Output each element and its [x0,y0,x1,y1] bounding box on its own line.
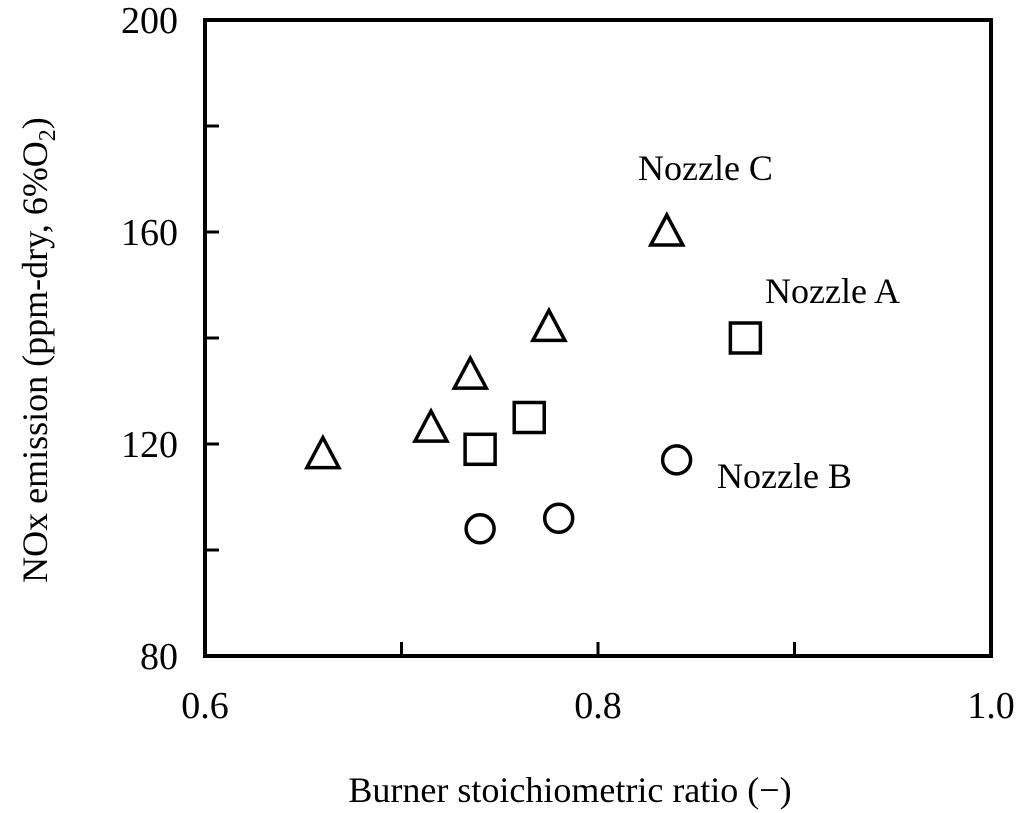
data-markers [303,211,763,545]
triangle-marker [451,354,490,390]
series-label: Nozzle A [765,271,900,311]
triangle-marker [303,433,342,470]
circle-marker [542,502,575,534]
triangle-marker [529,306,568,343]
y-tick-label: 120 [121,424,178,466]
y-axis-title-subscript: 2 [35,129,61,141]
axis-ticks [205,124,796,656]
square-marker [512,400,546,435]
square-marker [728,321,763,355]
x-tick-label: 0.6 [181,685,229,727]
circle-marker [660,444,693,476]
triangle-marker [647,211,686,247]
y-axis-title-suffix: ) [15,117,55,129]
y-axis-title-main: NOx emission (ppm-dry, 6%O [15,141,55,583]
tick-labels: 0.6 0.8 1.0 80 120 160 200 [121,0,1015,727]
y-tick-label: 160 [121,212,178,254]
series-label: Nozzle C [638,148,773,188]
circle-marker [464,513,496,545]
series-label: Nozzle B [717,456,852,496]
x-tick-label: 0.8 [574,685,622,727]
triangle-marker [412,407,450,443]
x-tick-label: 1.0 [967,685,1015,727]
square-marker [463,432,497,467]
y-tick-label: 200 [121,0,178,42]
plot-frame [203,18,993,658]
y-tick-label: 80 [140,636,178,678]
x-axis-title: Burner stoichiometric ratio (−) [348,770,791,810]
y-axis-title: NOx emission (ppm-dry, 6%O2) [15,117,61,583]
series-labels: Nozzle A Nozzle B Nozzle C [638,148,900,496]
